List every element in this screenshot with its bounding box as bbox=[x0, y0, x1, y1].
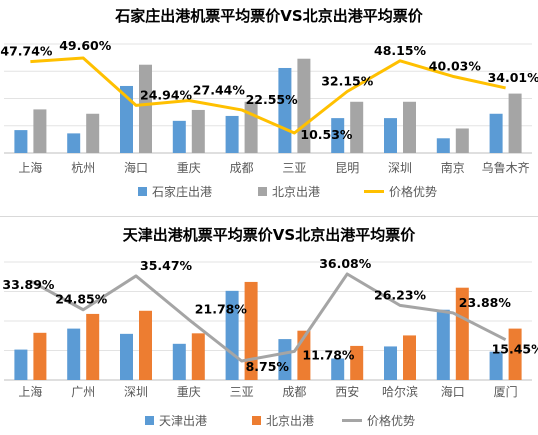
category-label: 杭州 bbox=[71, 160, 95, 175]
bar-beijing bbox=[86, 313, 100, 380]
legend-label: 价格优势 bbox=[389, 184, 437, 199]
category-label: 三亚 bbox=[230, 385, 254, 399]
bar-origin bbox=[331, 118, 345, 153]
bar-beijing bbox=[191, 333, 205, 380]
bar-origin bbox=[489, 113, 503, 153]
chart-divider bbox=[0, 216, 538, 217]
bar-beijing bbox=[33, 332, 47, 380]
bar-origin bbox=[436, 309, 450, 380]
category-label: 重庆 bbox=[177, 385, 201, 399]
chart-bottom: 天津出港机票平均票价VS北京出港平均票价 33.89%24.85% 35.47% 2… bbox=[2, 226, 538, 428]
legend-swatch bbox=[252, 416, 261, 425]
bar-origin bbox=[67, 133, 81, 153]
data-label: 34.01% bbox=[488, 70, 538, 85]
bar-origin bbox=[172, 343, 186, 380]
bar-beijing bbox=[244, 101, 258, 153]
bar-beijing bbox=[455, 287, 469, 380]
category-label: 海口 bbox=[441, 384, 465, 399]
category-label: 成都 bbox=[282, 385, 306, 399]
bar-origin bbox=[225, 115, 239, 153]
bar-beijing bbox=[350, 345, 364, 380]
category-label: 哈尔滨 bbox=[382, 384, 418, 399]
data-label: 8.75% bbox=[246, 359, 290, 374]
category-label: 深圳 bbox=[388, 161, 412, 175]
data-label: 10.53% bbox=[300, 127, 353, 142]
category-label: 深圳 bbox=[124, 385, 148, 399]
category-label: 南京 bbox=[441, 160, 465, 175]
data-label: 47.74% bbox=[0, 44, 53, 59]
data-label: 23.88% bbox=[459, 295, 512, 310]
bar-origin bbox=[436, 138, 450, 153]
category-label: 厦门 bbox=[494, 384, 518, 399]
bar-beijing bbox=[508, 93, 522, 153]
category-label: 西安 bbox=[335, 384, 359, 399]
bar-origin bbox=[331, 358, 345, 380]
chart-panel-top: 石家庄出港机票平均票价VS北京出港平均票价 47.74% 49.60% 24.94%… bbox=[0, 0, 538, 215]
bar-origin bbox=[14, 130, 28, 153]
category-label: 上海 bbox=[18, 384, 42, 399]
bar-beijing bbox=[244, 281, 258, 380]
bar-beijing bbox=[139, 64, 152, 153]
category-label: 上海 bbox=[18, 160, 42, 175]
line-price-advantage bbox=[29, 272, 507, 363]
chart-panel-bottom: 天津出港机票平均票价VS北京出港平均票价 33.89% 24.85% 35.47% 2… bbox=[0, 218, 538, 435]
legend-label: 天津出港 bbox=[159, 414, 207, 428]
bar-beijing bbox=[86, 113, 100, 153]
category-label: 重庆 bbox=[177, 161, 201, 175]
data-label: 33.89% bbox=[2, 277, 55, 292]
bar-beijing bbox=[455, 128, 469, 153]
legend-swatch bbox=[258, 187, 267, 196]
bar-origin bbox=[14, 349, 28, 380]
legend-swatch bbox=[138, 187, 147, 196]
bar-beijing bbox=[139, 310, 152, 380]
bar-beijing bbox=[191, 109, 205, 153]
bar-beijing bbox=[33, 109, 47, 153]
category-label: 乌鲁木齐 bbox=[482, 160, 530, 175]
bar-beijing bbox=[350, 101, 364, 153]
data-label: 40.03% bbox=[429, 58, 482, 73]
data-label: 32.15% bbox=[321, 73, 374, 88]
bar-origin bbox=[67, 328, 81, 380]
bar-origin bbox=[278, 339, 292, 380]
bar-beijing bbox=[508, 328, 522, 380]
chart-title: 石家庄出港机票平均票价VS北京出港平均票价 bbox=[114, 7, 423, 25]
legend-label: 北京出港 bbox=[272, 185, 320, 199]
category-label: 三亚 bbox=[282, 161, 306, 175]
bar-origin bbox=[172, 120, 186, 153]
chart-top: 石家庄出港机票平均票价VS北京出港平均票价 47.74% 49.60% 24.94%… bbox=[0, 7, 538, 199]
bar-origin bbox=[120, 333, 133, 380]
category-label: 昆明 bbox=[335, 161, 359, 175]
bar-origin bbox=[489, 351, 503, 380]
bar-origin bbox=[120, 85, 133, 153]
line-price-advantage bbox=[30, 56, 506, 135]
bar-beijing bbox=[403, 101, 416, 153]
category-label: 广州 bbox=[71, 385, 95, 399]
data-label: 24.94% bbox=[140, 87, 193, 102]
data-label: 15.45% bbox=[492, 342, 538, 357]
data-label: 35.47% bbox=[140, 258, 193, 273]
data-label: 26.23% bbox=[374, 287, 427, 302]
chart-title: 天津出港机票平均票价VS北京出港平均票价 bbox=[123, 226, 416, 244]
legend-label: 价格优势 bbox=[367, 413, 415, 428]
bar-origin bbox=[278, 67, 292, 153]
bar-origin bbox=[384, 346, 397, 380]
data-label: 49.60% bbox=[59, 38, 112, 53]
data-label: 48.15% bbox=[374, 43, 427, 58]
data-label: 27.44% bbox=[193, 83, 246, 98]
data-label: 21.78% bbox=[195, 302, 248, 317]
data-label: 22.55% bbox=[246, 92, 299, 107]
bar-beijing bbox=[403, 335, 416, 380]
data-label: 24.85% bbox=[55, 292, 108, 307]
legend-label: 北京出港 bbox=[266, 414, 314, 428]
category-label: 海口 bbox=[124, 160, 148, 175]
bar-origin bbox=[384, 118, 397, 153]
legend-label: 石家庄出港 bbox=[152, 184, 212, 199]
category-label: 成都 bbox=[230, 161, 254, 175]
data-label: 36.08% bbox=[319, 256, 372, 271]
legend-swatch bbox=[145, 416, 154, 425]
data-label: 11.78% bbox=[302, 347, 355, 362]
